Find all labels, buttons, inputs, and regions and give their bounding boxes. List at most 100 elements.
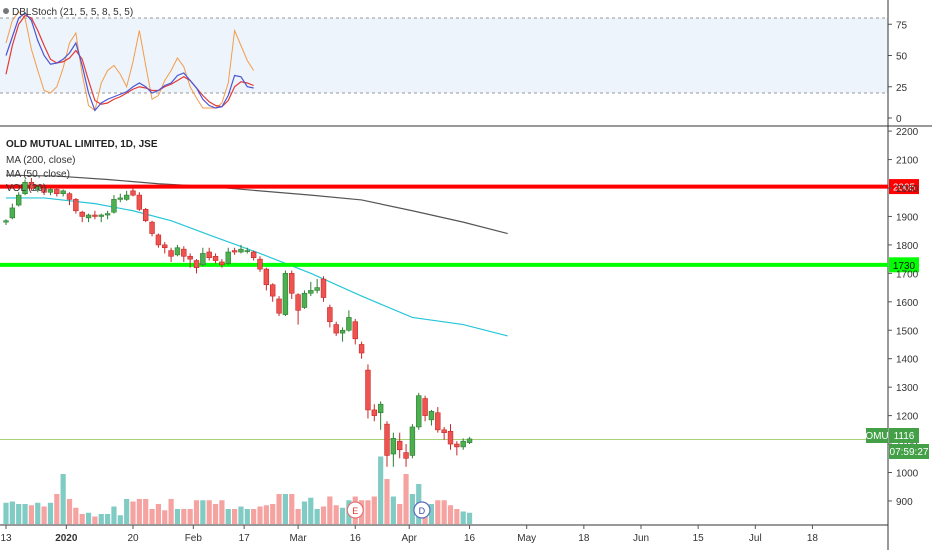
oscillator-legend[interactable]: DBLStoch (21, 5, 5, 8, 5, 5)	[12, 7, 133, 18]
volume-bar	[460, 511, 466, 524]
volume-bar	[98, 514, 104, 524]
volume-bar	[16, 504, 22, 524]
candle-body	[181, 248, 187, 257]
volume-bar	[320, 506, 327, 524]
time-axis[interactable]: 13 2020 20 Feb 17 Mar 16 Apr 16 May 18 Jun 15 Jul 18	[0, 525, 818, 544]
price-tick-label: 2000	[896, 184, 919, 195]
volume-bar	[454, 509, 460, 524]
volume-bar	[22, 504, 28, 524]
time-tick-label: Feb	[185, 533, 203, 544]
volume-bar	[251, 509, 257, 524]
volume-bar	[225, 509, 231, 524]
chart-legend[interactable]: OLD MUTUAL LIMITED, 1D, JSE MA (200, clo…	[6, 139, 158, 194]
candle-body	[79, 211, 85, 217]
price-tick-label: 2200	[896, 127, 919, 138]
countdown-badge	[889, 444, 929, 459]
volume-bar	[327, 496, 333, 524]
volume-bar	[181, 509, 187, 524]
volume-bar	[54, 494, 60, 524]
candle-body	[85, 214, 92, 219]
candle-body	[143, 209, 149, 222]
candle-body	[276, 298, 282, 314]
candle-body	[155, 234, 162, 246]
volume-bar	[73, 507, 79, 524]
time-tick-label: 16	[464, 533, 476, 544]
volume-bar	[168, 499, 174, 524]
price-axis[interactable]: 2200 2100 2000 1900 1800 1700 1600 1500 1400 1300…	[888, 127, 919, 508]
volume-bar	[308, 497, 314, 524]
ma200-legend[interactable]: MA (200, close)	[6, 155, 75, 166]
candle-body	[193, 260, 200, 268]
price-level-badge	[889, 179, 919, 195]
countdown-label: 07:59:27	[890, 447, 929, 458]
volume-bar	[174, 509, 181, 524]
oscillator-pane[interactable]: 75 50 25 0 DBLStoch (21, 5, 5, 8, 5, 5)	[0, 7, 908, 125]
volume-bar	[41, 506, 47, 524]
volume-bar	[428, 504, 435, 524]
candle-body	[123, 194, 130, 200]
candle-body	[149, 221, 155, 234]
price-tick-label: 1700	[896, 269, 919, 280]
symbol-title: OLD MUTUAL LIMITED, 1D, JSE	[6, 139, 158, 150]
event-marker-icon[interactable]	[413, 501, 431, 519]
candle-body	[117, 197, 124, 200]
time-tick-label: 17	[239, 533, 251, 544]
volume-bar	[238, 506, 244, 524]
ma50-legend[interactable]: MA (50, close)	[6, 169, 70, 180]
volume-bar	[390, 496, 396, 524]
price-level-badge	[889, 257, 919, 273]
candle-body	[111, 199, 117, 213]
time-tick-label: Jun	[633, 533, 649, 544]
price-tick-label: 1200	[896, 412, 919, 423]
volume-bar	[111, 506, 117, 524]
osc-tick-label: 0	[896, 114, 902, 125]
volume-bar	[314, 509, 320, 524]
candle-body	[41, 187, 47, 193]
price-tick-label: 1600	[896, 298, 919, 309]
candle-body	[269, 284, 276, 297]
candle-body	[390, 438, 397, 455]
volume-bar	[9, 501, 15, 524]
candle-body	[454, 443, 460, 448]
volume-bar	[79, 514, 85, 524]
volume-bar	[232, 509, 238, 524]
stoch-k-line	[5, 12, 254, 112]
candle-body	[263, 268, 270, 286]
time-tick-label: 16	[350, 533, 362, 544]
price-tick-label: 2100	[896, 156, 919, 167]
volume-bar	[282, 494, 288, 524]
candle-body	[428, 411, 435, 421]
candle-body	[54, 189, 60, 194]
volume-bar	[263, 505, 269, 524]
volume-bar	[295, 509, 301, 524]
candle-body	[168, 250, 174, 257]
price-tick-label: 1800	[896, 241, 919, 252]
candle-body	[416, 395, 422, 428]
volume-bar	[92, 516, 98, 524]
candle-body	[9, 207, 16, 219]
event-marker-label: E	[352, 506, 358, 516]
volume-legend[interactable]: VOL (20)	[6, 183, 46, 194]
time-tick-label: Mar	[289, 533, 307, 544]
time-tick-label: 20	[127, 533, 139, 544]
volume-bar	[85, 512, 92, 524]
volume-bar	[270, 504, 276, 524]
volume-bar	[47, 502, 54, 524]
volume-bar	[149, 509, 155, 524]
horizontal-lines[interactable]: 2005 1730	[0, 179, 919, 273]
volume-bar	[162, 510, 168, 524]
candle-body	[358, 344, 365, 354]
candle-body	[174, 247, 181, 256]
event-marker-icon[interactable]	[346, 501, 364, 519]
time-tick-label: 18	[807, 533, 819, 544]
volume-bar	[409, 494, 415, 524]
candle-body	[104, 213, 111, 216]
volume-bar	[136, 499, 142, 524]
volume-bar	[301, 501, 308, 524]
candle-body	[47, 189, 54, 193]
candle-body	[3, 220, 9, 223]
